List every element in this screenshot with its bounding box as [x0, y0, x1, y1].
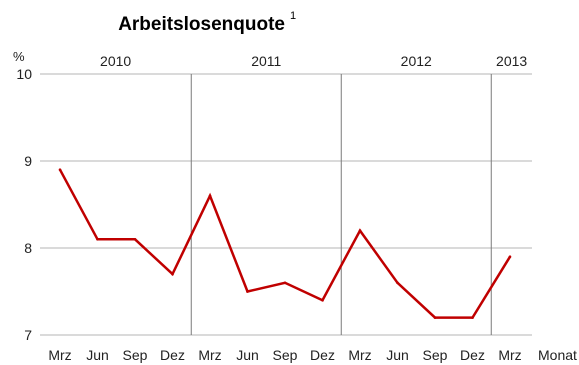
gridlines [40, 73, 532, 336]
y-tick-label: 8 [24, 240, 32, 256]
x-tick-label: Mrz [498, 347, 521, 363]
year-label: 2013 [496, 53, 527, 69]
x-tick-label: Mrz [348, 347, 371, 363]
series-group [58, 168, 512, 319]
year-label: 2012 [401, 53, 432, 69]
data-point [208, 194, 212, 198]
data-point [471, 316, 474, 319]
series-line [58, 169, 512, 319]
data-point [171, 272, 174, 276]
y-axis-unit: % [13, 49, 25, 64]
data-point [58, 168, 62, 171]
data-point [396, 281, 399, 285]
data-point [433, 316, 437, 319]
title-footnote: 1 [290, 10, 296, 22]
x-tick-label: Jun [86, 347, 109, 363]
year-labels: 2010 2011 2012 2013 [100, 53, 527, 69]
data-point [358, 229, 362, 232]
chart-title: Arbeitslosenquote [118, 14, 285, 35]
data-point [96, 238, 99, 241]
y-tick-label: 9 [24, 153, 32, 169]
x-tick-label: Dez [460, 347, 485, 363]
data-point [283, 281, 287, 285]
x-tick-label: Jun [386, 347, 409, 363]
y-tick-label: 7 [24, 327, 32, 343]
x-tick-label: Sep [423, 347, 448, 363]
x-tick-label: Dez [310, 347, 335, 363]
x-axis-ticks: Mrz Jun Sep Dez Mrz Jun Sep Dez Mrz Jun Sep Dez Mrz [48, 347, 521, 363]
data-point [321, 298, 324, 302]
x-tick-label: Dez [160, 347, 185, 363]
data-point [246, 290, 249, 293]
x-axis-label: Monat [538, 347, 577, 363]
x-tick-label: Jun [236, 347, 259, 363]
y-axis-ticks: 7 8 9 10 [16, 66, 32, 343]
x-tick-label: Mrz [198, 347, 221, 363]
data-point [133, 238, 137, 241]
year-label: 2010 [100, 53, 131, 69]
y-tick-label: 10 [16, 66, 32, 82]
x-tick-label: Sep [273, 347, 298, 363]
year-label: 2011 [251, 53, 281, 69]
x-tick-label: Sep [123, 347, 148, 363]
data-point [508, 255, 512, 258]
x-tick-label: Mrz [48, 347, 71, 363]
